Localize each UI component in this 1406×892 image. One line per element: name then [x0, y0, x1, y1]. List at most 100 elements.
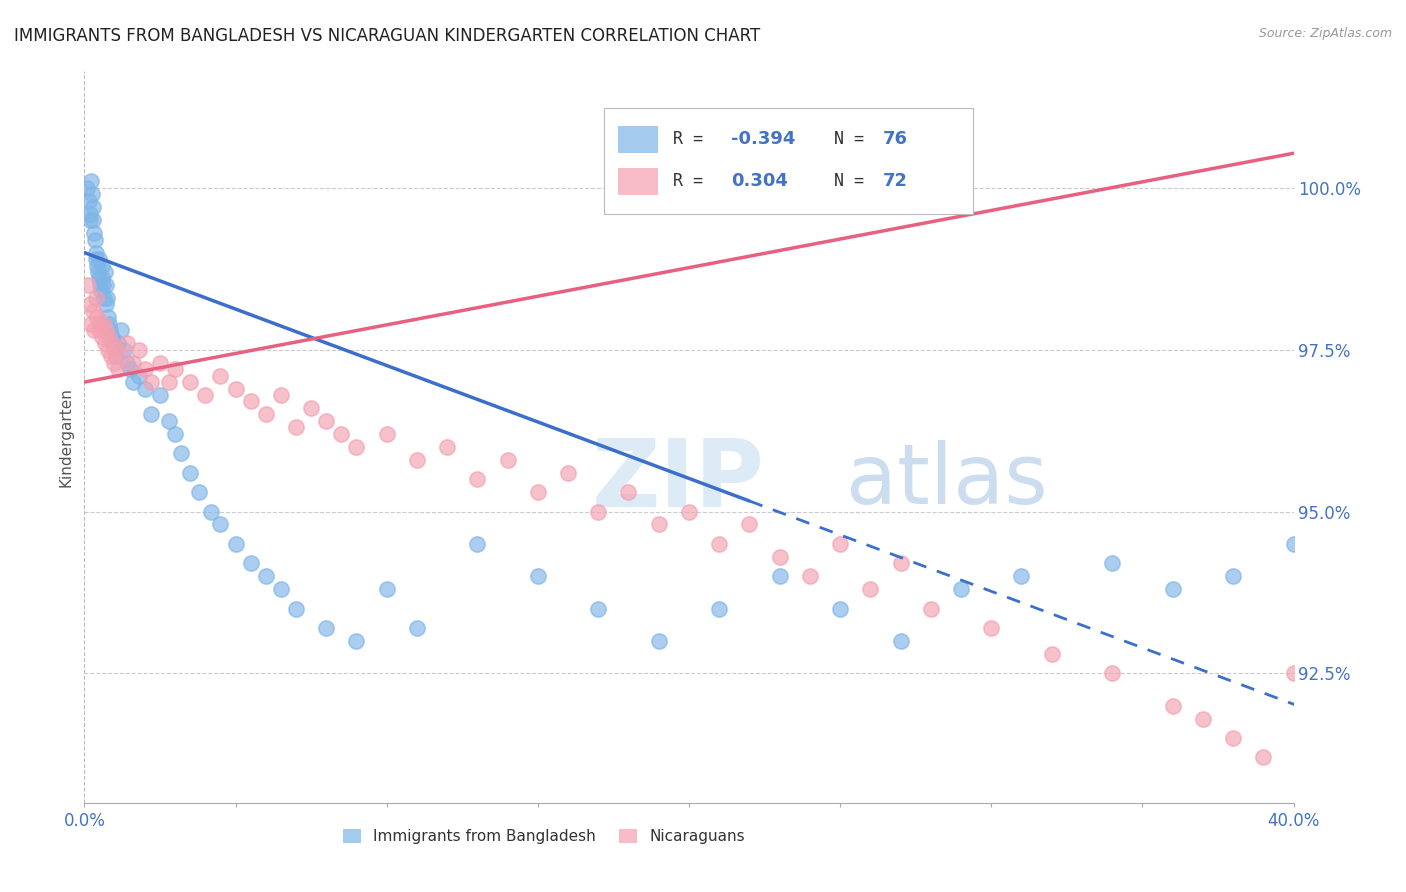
Point: [98, 330, 121, 344]
Point: [90, 259, 112, 273]
Point: [77, 277, 100, 292]
Point: [79, 207, 101, 221]
Point: [1101, 557, 1123, 571]
Point: [1282, 666, 1305, 681]
Point: [527, 485, 550, 500]
Point: [157, 414, 180, 428]
Point: [80, 174, 103, 188]
Point: [118, 362, 141, 376]
Point: [1313, 621, 1336, 635]
Point: [90, 330, 112, 344]
Point: [139, 408, 162, 422]
Point: [107, 362, 129, 376]
Point: [79, 297, 101, 311]
Point: [315, 621, 337, 635]
Point: [950, 582, 973, 597]
Point: [84, 245, 107, 260]
Point: [285, 420, 308, 434]
Point: [709, 537, 731, 551]
Point: [89, 317, 111, 331]
Point: [149, 388, 172, 402]
Text: N =: N =: [834, 130, 875, 148]
Point: [1313, 764, 1336, 778]
FancyBboxPatch shape: [617, 126, 658, 153]
Point: [80, 187, 103, 202]
Point: [709, 601, 731, 615]
Point: [436, 440, 458, 454]
Point: [121, 375, 143, 389]
Point: [89, 277, 111, 292]
Point: [76, 181, 98, 195]
Point: [97, 317, 120, 331]
Point: [1374, 712, 1396, 726]
Point: [1161, 698, 1184, 713]
Text: atlas: atlas: [846, 441, 1047, 522]
Point: [588, 504, 610, 518]
Point: [375, 582, 398, 597]
Point: [165, 362, 187, 376]
Point: [112, 343, 135, 357]
Point: [98, 323, 121, 337]
Point: [179, 375, 201, 389]
Point: [100, 349, 122, 363]
Point: [134, 362, 156, 376]
Point: [84, 291, 107, 305]
Point: [121, 356, 143, 370]
Point: [82, 213, 104, 227]
Point: [1222, 731, 1244, 745]
Text: 0.304: 0.304: [731, 172, 789, 190]
Point: [94, 297, 117, 311]
Point: [94, 265, 117, 279]
Point: [738, 517, 761, 532]
Point: [91, 277, 114, 292]
Point: [406, 452, 429, 467]
Point: [557, 466, 579, 480]
Point: [1343, 731, 1365, 745]
Point: [100, 330, 122, 344]
Point: [128, 368, 150, 383]
Point: [103, 356, 125, 370]
Point: [86, 252, 108, 266]
FancyBboxPatch shape: [605, 108, 973, 214]
Point: [179, 466, 201, 480]
Point: [270, 582, 292, 597]
Point: [107, 336, 129, 351]
Point: [1192, 712, 1215, 726]
Point: [97, 343, 120, 357]
Point: [110, 323, 132, 337]
Point: [830, 537, 852, 551]
Point: [86, 259, 108, 273]
Point: [200, 504, 222, 518]
Text: 76: 76: [883, 130, 907, 148]
Y-axis label: Kindergarten: Kindergarten: [58, 387, 73, 487]
Point: [89, 271, 111, 285]
Point: [91, 317, 114, 331]
Point: [980, 621, 1002, 635]
Point: [209, 368, 232, 383]
Text: R =: R =: [673, 172, 723, 190]
Point: [285, 601, 308, 615]
Text: IMMIGRANTS FROM BANGLADESH VS NICARAGUAN KINDERGARTEN CORRELATION CHART: IMMIGRANTS FROM BANGLADESH VS NICARAGUAN…: [14, 27, 761, 45]
Point: [83, 226, 105, 240]
Point: [79, 213, 101, 227]
Point: [330, 426, 353, 441]
Point: [270, 388, 292, 402]
Point: [678, 504, 700, 518]
Point: [315, 414, 337, 428]
Point: [769, 569, 792, 583]
Point: [96, 291, 118, 305]
Point: [86, 310, 108, 325]
Point: [94, 336, 117, 351]
Point: [1161, 582, 1184, 597]
Point: [104, 343, 127, 357]
Point: [496, 452, 519, 467]
Point: [588, 601, 610, 615]
Point: [101, 336, 124, 351]
Point: [97, 310, 120, 325]
Point: [82, 200, 104, 214]
Point: [890, 634, 912, 648]
Text: -0.394: -0.394: [731, 130, 796, 148]
Point: [859, 582, 882, 597]
Point: [239, 557, 262, 571]
Point: [1011, 569, 1033, 583]
